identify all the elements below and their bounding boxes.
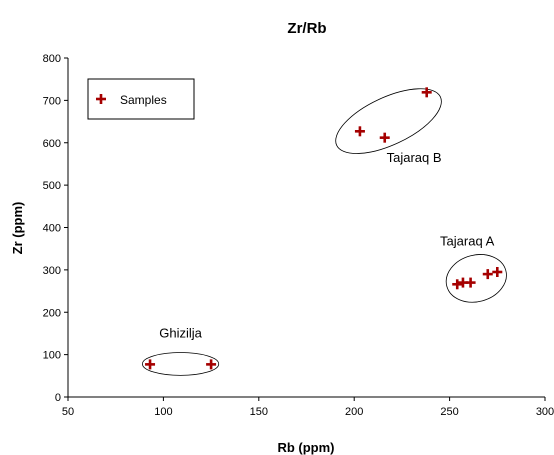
x-tick-label: 300	[536, 406, 554, 418]
y-axis-title: Zr (ppm)	[10, 202, 25, 255]
group-label: Tajaraq A	[440, 234, 495, 249]
group-label: Tajaraq B	[387, 150, 442, 165]
data-point	[354, 126, 365, 137]
legend-marker	[96, 94, 106, 104]
group-label: Ghizilja	[159, 326, 202, 341]
y-tick-label: 300	[43, 265, 61, 277]
x-axis-title: Rb (ppm)	[277, 440, 334, 455]
y-tick-label: 700	[43, 95, 61, 107]
data-point	[145, 359, 156, 370]
group-ellipse	[335, 88, 442, 154]
y-tick-label: 500	[43, 180, 61, 192]
plot-area: 0 100 200 300 400 500 600 700 800 50 100 150 200 250 3…	[43, 53, 554, 418]
data-point	[421, 87, 432, 98]
data-point	[492, 266, 503, 277]
x-tick-label: 100	[154, 406, 172, 418]
y-tick-label: 600	[43, 138, 61, 150]
y-tick-label: 400	[43, 223, 61, 235]
y-tick-label: 200	[43, 307, 61, 319]
legend-marker-plus	[96, 94, 106, 104]
data-point	[465, 277, 476, 288]
x-tick-label: 200	[345, 406, 363, 418]
x-tick-label: 250	[440, 406, 458, 418]
group-ellipse	[445, 254, 507, 303]
x-tick-label: 50	[62, 406, 74, 418]
y-tick-label: 800	[43, 53, 61, 65]
data-point	[206, 359, 217, 370]
data-point	[482, 269, 493, 280]
group-ellipse	[142, 352, 220, 376]
y-tick-label: 100	[43, 350, 61, 362]
legend-entry-samples: Samples	[120, 93, 167, 107]
data-point	[452, 279, 463, 290]
x-tick-label: 150	[250, 406, 268, 418]
data-point	[379, 132, 390, 143]
y-tick-label: 0	[55, 392, 61, 404]
legend: Samples	[87, 78, 195, 120]
chart-title: Zr/Rb	[287, 20, 326, 37]
